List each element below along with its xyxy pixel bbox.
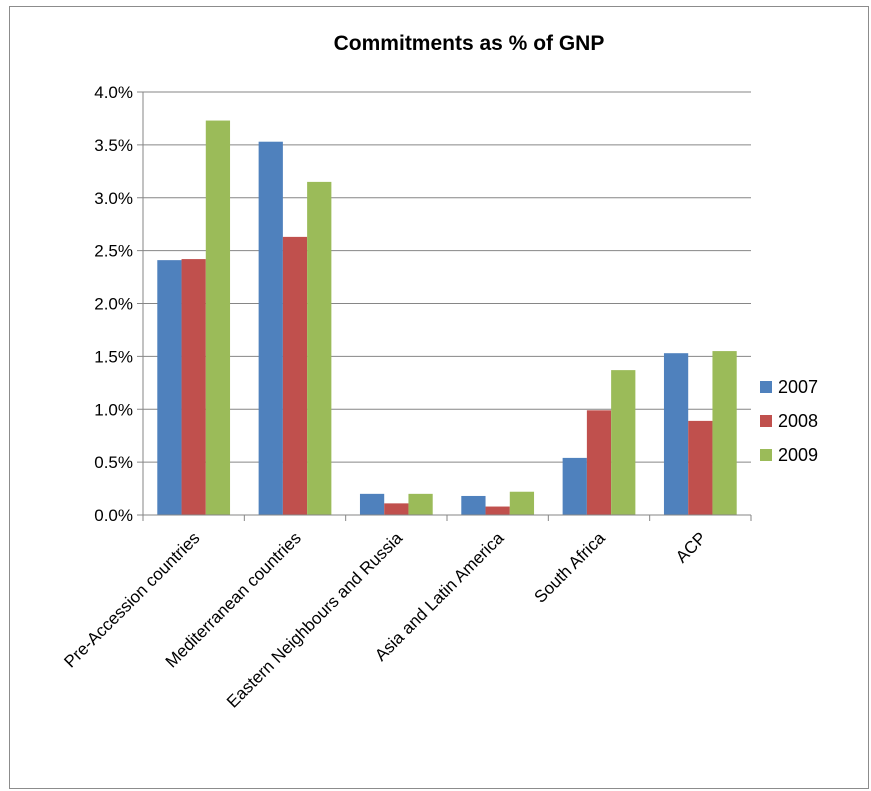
bar-2008 [688,420,713,515]
legend-swatch-2007 [760,381,772,393]
bar-2008 [181,259,206,515]
bar-2009 [509,491,535,515]
bar-2009 [712,351,737,515]
bar-2009 [611,370,636,515]
bar-2008 [282,236,308,515]
legend: 2007 2008 2009 [760,377,818,465]
bar-2008 [485,506,510,515]
legend-label-2007: 2007 [778,377,818,397]
bar-2009 [408,493,433,515]
legend-label-2008: 2008 [778,411,818,431]
bar-2007 [562,457,587,515]
axes [137,91,752,521]
x-tick-label: Eastern Neighbours and Russia [223,528,407,712]
y-tick-label: 1.0% [94,400,133,419]
y-tick-label: 3.0% [94,189,133,208]
y-tick-label: 2.5% [94,242,133,261]
legend-swatch-2009 [760,449,772,461]
legend-swatch-2008 [760,415,772,427]
y-tick-label: 1.5% [94,347,133,366]
y-tick-label: 2.0% [94,295,133,314]
bar-2008 [384,503,409,515]
x-tick-label: South Africa [531,528,610,607]
gridlines [143,91,751,463]
bars [157,120,737,516]
chart-title: Commitments as % of GNP [334,32,605,55]
legend-label-2009: 2009 [778,445,818,465]
y-tick-label: 0.0% [94,506,133,525]
y-axis-tick-labels: 0.0% 0.5% 1.0% 1.5% 2.0% 2.5% 3.0% 3.5% 4.0% [94,83,133,525]
y-tick-label: 4.0% [94,83,133,102]
y-tick-label: 0.5% [94,453,133,472]
bar-2007 [461,495,486,515]
x-tick-label: ACP [672,528,710,566]
bar-2007 [663,353,689,515]
y-tick-label: 3.5% [94,136,133,155]
bar-2007 [359,493,385,515]
bar-2007 [258,141,283,515]
bar-2009 [307,181,332,515]
bar-2007 [157,260,182,515]
bar-2008 [586,410,612,515]
bar-2009 [205,120,231,516]
